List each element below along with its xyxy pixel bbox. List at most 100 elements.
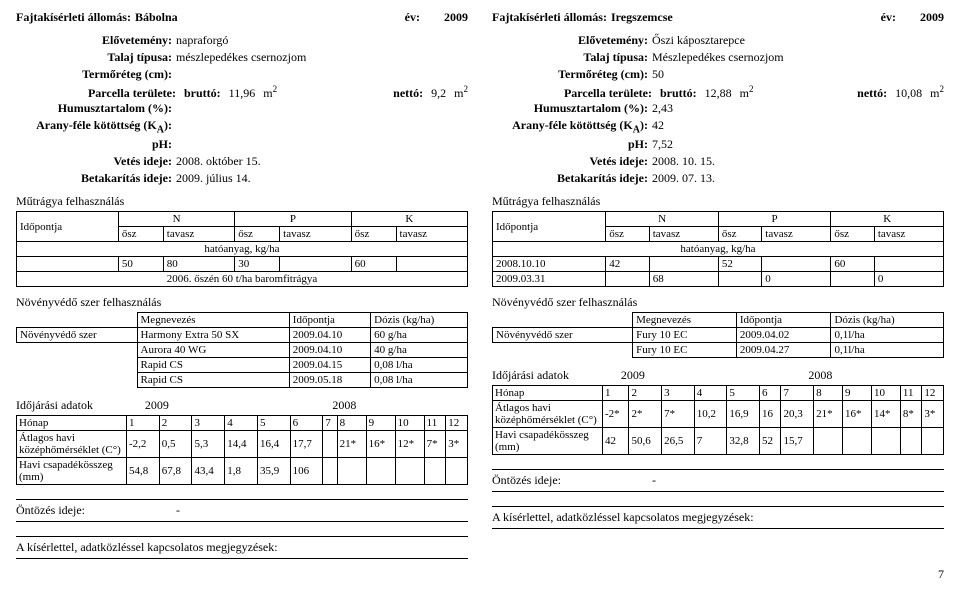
netto-value: 10,08 [895, 86, 922, 101]
ontozes-row: Öntözés ideje: - [16, 499, 468, 522]
vetes-value: 2008. október 15. [176, 154, 468, 169]
npk-n: N [118, 212, 234, 227]
elovetemeny-label: Elővetemény: [492, 33, 652, 48]
table-row: Havi csapadékösszeg (mm) 4250,626,5732,8… [493, 428, 944, 455]
netto-label: nettó: [857, 86, 887, 101]
novved-title: Növényvédő szer felhasználás [16, 295, 468, 310]
table-row: 2008.10.10 42 52 60 [493, 257, 944, 272]
talaj-label: Talaj típusa: [492, 50, 652, 65]
arany-label: Arany-féle kötöttség (KA): [16, 118, 176, 135]
table-row: 2006. őszén 60 t/ha baromfitrágya [17, 272, 468, 287]
left-column: Fajtakísérleti állomás: Bábolna év: 2009… [16, 10, 468, 559]
npk-n: N [606, 212, 719, 227]
idojarasi-header: Időjárási adatok 2009 2008 [492, 368, 944, 383]
table-row: Rapid CS2009.04.150,08 l/ha [17, 358, 468, 373]
idojarasi-header: Időjárási adatok 2009 2008 [16, 398, 468, 413]
notes-row: A kísérlettel, adatközléssel kapcsolatos… [492, 506, 944, 529]
termoreteg-value [176, 67, 468, 82]
talaj-label: Talaj típusa: [16, 50, 176, 65]
m2-unit-2: m2 [930, 84, 944, 101]
termoreteg-value: 50 [652, 67, 944, 82]
npk-table: Időpontja N P K ősz tavasz ősz tavasz ős… [492, 211, 944, 287]
betak-value: 2009. július 14. [176, 171, 468, 186]
table-row: hatóanyag, kg/ha [17, 242, 468, 257]
betak-label: Betakarítás ideje: [16, 171, 176, 186]
m2-unit: m2 [263, 84, 277, 101]
humusz-value: 2,43 [652, 101, 944, 116]
npk-k: K [351, 212, 467, 227]
brutto-value: 12,88 [705, 86, 732, 101]
humusz-value [176, 101, 468, 116]
betak-label: Betakarítás ideje: [492, 171, 652, 186]
elovetemeny-label: Elővetemény: [16, 33, 176, 48]
termoreteg-label: Termőréteg (cm): [492, 67, 652, 82]
parcella-label: Parcella területe: [16, 86, 176, 101]
vetes-label: Vetés ideje: [16, 154, 176, 169]
parcella-row: Parcella területe: bruttó: 11,96 m2 nett… [16, 84, 468, 101]
table-row: Átlagos havi középhőmérséklet (C°) -2,20… [17, 431, 468, 458]
novved-title: Növényvédő szer felhasználás [492, 295, 944, 310]
netto-value: 9,2 [431, 86, 446, 101]
table-row: Növényvédő szerFury 10 EC2009.04.020,1l/… [493, 328, 944, 343]
table-row: Aurora 40 WG2009.04.1040 g/ha [17, 343, 468, 358]
table-row: Fury 10 EC2009.04.270,1l/ha [493, 343, 944, 358]
ph-value [176, 137, 468, 152]
brutto-label: bruttó: [660, 86, 697, 101]
table-row: Havi csapadékösszeg (mm) 54,867,843,41,8… [17, 458, 468, 485]
npk-table: Időpontja N P K ősz tavasz ősz tavasz ős… [16, 211, 468, 287]
betak-value: 2009. 07. 13. [652, 171, 944, 186]
npk-p: P [235, 212, 351, 227]
arany-label: Arany-féle kötöttség (KA): [492, 118, 652, 135]
m2-unit: m2 [740, 84, 754, 101]
table-row: Megnevezés Időpontja Dózis (kg/ha) [17, 313, 468, 328]
parcella-label: Parcella területe: [492, 86, 652, 101]
arany-value [176, 118, 468, 135]
ph-value: 7,52 [652, 137, 944, 152]
mutragya-title: Műtrágya felhasználás [492, 194, 944, 209]
humusz-label: Humusztartalom (%): [16, 101, 176, 116]
station-value: Iregszemcse [611, 10, 673, 25]
vetes-value: 2008. 10. 15. [652, 154, 944, 169]
notes-row: A kísérlettel, adatközléssel kapcsolatos… [16, 536, 468, 559]
brutto-value: 11,96 [229, 86, 256, 101]
parcella-row: Parcella területe: bruttó: 12,88 m2 nett… [492, 84, 944, 101]
elovetemeny-value: Őszi káposztarepce [652, 33, 944, 48]
npk-idopontja: Időpontja [17, 212, 119, 242]
idojarasi-table: Hónap 123456789101112 Átlagos havi közép… [16, 415, 468, 485]
year-label: év: [405, 10, 420, 25]
table-row: Időpontja N P K [17, 212, 468, 227]
station-label: Fajtakísérleti állomás: [16, 10, 131, 25]
npk-k: K [831, 212, 944, 227]
elovetemeny-value: napraforgó [176, 33, 468, 48]
vetes-label: Vetés ideje: [492, 154, 652, 169]
arany-value: 42 [652, 118, 944, 135]
table-row: Átlagos havi középhőmérséklet (C°) -2*2*… [493, 401, 944, 428]
table-row: Időpontja N P K [493, 212, 944, 227]
page: Fajtakísérleti állomás: Bábolna év: 2009… [16, 10, 944, 559]
table-row: Megnevezés Időpontja Dózis (kg/ha) [493, 313, 944, 328]
talaj-value: mészlepedékes csernozjom [176, 50, 468, 65]
table-row: Hónap 123456789101112 [17, 416, 468, 431]
station-value: Bábolna [135, 10, 178, 25]
novved-table: Megnevezés Időpontja Dózis (kg/ha) Növén… [492, 312, 944, 358]
novved-table: Megnevezés Időpontja Dózis (kg/ha) Növén… [16, 312, 468, 388]
station-label: Fajtakísérleti állomás: [492, 10, 607, 25]
right-top-line: Fajtakísérleti állomás: Iregszemcse év: … [492, 10, 944, 25]
table-row: 2009.03.31 68 0 0 [493, 272, 944, 287]
humusz-label: Humusztartalom (%): [492, 101, 652, 116]
termoreteg-label: Termőréteg (cm): [16, 67, 176, 82]
year-label: év: [881, 10, 896, 25]
mutragya-title: Műtrágya felhasználás [16, 194, 468, 209]
idojarasi-table: Hónap 123456789101112 Átlagos havi közép… [492, 385, 944, 455]
left-top-line: Fajtakísérleti állomás: Bábolna év: 2009 [16, 10, 468, 25]
table-row: Rapid CS2009.05.180,08 l/ha [17, 373, 468, 388]
ph-label: pH: [16, 137, 176, 152]
netto-label: nettó: [393, 86, 423, 101]
brutto-label: bruttó: [184, 86, 221, 101]
npk-idopontja: Időpontja [493, 212, 606, 242]
table-row: Növényvédő szerHarmony Extra 50 SX2009.0… [17, 328, 468, 343]
year-value: 2009 [920, 10, 944, 25]
talaj-value: Mészlepedékes csernozjom [652, 50, 944, 65]
ph-label: pH: [492, 137, 652, 152]
npk-p: P [718, 212, 831, 227]
